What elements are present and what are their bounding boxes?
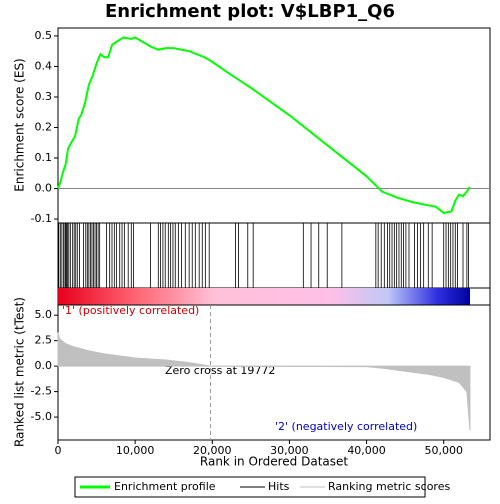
y-axis-label: Ranked list metric (tTest) bbox=[13, 297, 27, 447]
es-line bbox=[57, 36, 471, 215]
legend-label: Enrichment profile bbox=[114, 480, 216, 493]
y-tick-label: 0.2 bbox=[35, 120, 53, 133]
y-tick-label: 5.0 bbox=[35, 308, 53, 321]
annotation: '1' (positively correlated) bbox=[62, 304, 199, 317]
y-tick-label: -5.0 bbox=[31, 410, 52, 423]
y-axis-label: Enrichment score (ES) bbox=[13, 58, 27, 191]
x-tick-label: 20,000 bbox=[193, 444, 232, 457]
y-tick-label: 2.5 bbox=[35, 334, 53, 347]
y-tick-label: 0.1 bbox=[35, 151, 53, 164]
legend-label: Ranking metric scores bbox=[328, 480, 450, 493]
x-axis-label: Rank in Ordered Dataset bbox=[200, 455, 348, 469]
frame bbox=[57, 27, 491, 441]
y-tick-label: 0.5 bbox=[35, 29, 53, 42]
y-tick-label: 0.4 bbox=[35, 59, 53, 72]
legend-label: Hits bbox=[268, 480, 290, 493]
y-tick-label: 0.0 bbox=[35, 182, 53, 195]
x-tick-label: 30,000 bbox=[270, 444, 309, 457]
x-tick-label: 0 bbox=[55, 444, 62, 457]
x-tick-label: 40,000 bbox=[347, 444, 386, 457]
chart-title: Enrichment plot: V$LBP1_Q6 bbox=[105, 1, 395, 22]
rank-color-band bbox=[58, 288, 470, 305]
metric-area bbox=[57, 332, 471, 431]
y-tick-label: -0.1 bbox=[31, 212, 52, 225]
y-tick-label: -2.5 bbox=[31, 385, 52, 398]
x-tick-label: 50,000 bbox=[424, 444, 463, 457]
y-tick-label: 0.3 bbox=[35, 90, 53, 103]
annotation: '2' (negatively correlated) bbox=[275, 420, 417, 433]
x-tick-label: 10,000 bbox=[116, 444, 155, 457]
y-tick-label: 0.0 bbox=[35, 359, 53, 372]
annotation: Zero cross at 19772 bbox=[165, 364, 275, 377]
